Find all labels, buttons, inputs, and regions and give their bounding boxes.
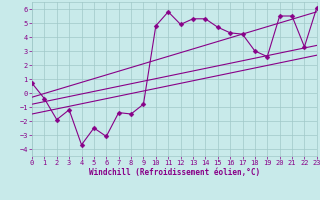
- X-axis label: Windchill (Refroidissement éolien,°C): Windchill (Refroidissement éolien,°C): [89, 168, 260, 177]
